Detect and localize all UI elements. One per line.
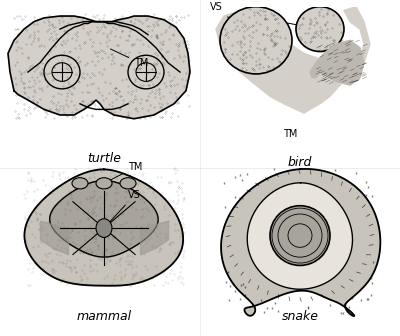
Text: TM: TM — [283, 129, 297, 139]
Ellipse shape — [72, 178, 88, 189]
Text: VS: VS — [210, 2, 254, 39]
Text: VS: VS — [106, 190, 141, 226]
Polygon shape — [50, 180, 158, 257]
Circle shape — [220, 7, 292, 74]
Text: snake: snake — [282, 310, 318, 323]
Polygon shape — [221, 169, 380, 316]
Text: TM: TM — [110, 49, 148, 69]
Text: TM: TM — [106, 162, 142, 182]
Ellipse shape — [120, 178, 136, 189]
Circle shape — [296, 7, 344, 51]
Text: mammal: mammal — [76, 310, 132, 323]
Polygon shape — [310, 40, 364, 85]
Polygon shape — [216, 7, 370, 113]
Ellipse shape — [96, 178, 112, 189]
Ellipse shape — [270, 206, 330, 265]
Text: bird: bird — [288, 156, 312, 169]
Polygon shape — [247, 183, 352, 289]
Ellipse shape — [96, 219, 112, 238]
Polygon shape — [24, 169, 183, 286]
Polygon shape — [8, 16, 190, 119]
Text: turtle: turtle — [87, 153, 121, 165]
